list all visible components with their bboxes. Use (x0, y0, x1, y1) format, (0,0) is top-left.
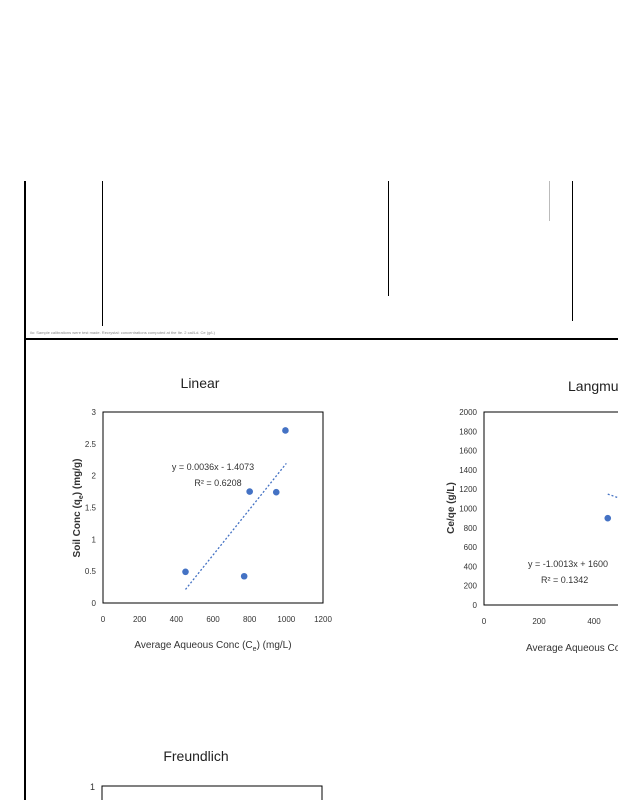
x-tick-label: 400 (587, 617, 601, 626)
y-axis-label: Ce/qe (g/L) (446, 482, 457, 534)
plot-area (102, 411, 324, 604)
header-caption: ilo: Sample calibrations were test made.… (30, 330, 215, 335)
freundlich-chart: Freundlich 1 (90, 748, 323, 800)
chart-title: Freundlich (163, 748, 228, 764)
chart-title: Langmuir (568, 378, 618, 394)
data-points (182, 427, 289, 580)
trend-r2: R² = 0.1342 (541, 575, 588, 585)
x-axis-label: Average Aqueous Conc (526, 643, 618, 654)
data-point (272, 488, 280, 496)
data-point (240, 572, 248, 580)
chart-title: Linear (181, 375, 220, 391)
y-tick-label: 2000 (459, 408, 477, 417)
x-tick-label: 400 (170, 615, 184, 624)
section-divider (24, 338, 618, 340)
plot-area (483, 411, 618, 606)
column-divider-3 (549, 181, 550, 221)
data-point (282, 427, 289, 434)
page-left-border (24, 181, 26, 800)
y-tick-label: 800 (464, 524, 478, 533)
y-tick-label: 3 (92, 408, 97, 417)
y-tick-labels: 0 0.5 1 1.5 2 2.5 3 (85, 408, 97, 608)
column-divider-2 (388, 181, 389, 296)
x-tick-label: 600 (206, 615, 220, 624)
x-tick-label: 1000 (277, 615, 295, 624)
x-axis-label: Average Aqueous Conc (Ce) (mg/L) (134, 640, 291, 653)
y-tick-label: 2.5 (85, 440, 97, 449)
x-tick-label: 0 (482, 617, 487, 626)
data-point (246, 488, 253, 495)
langmuir-chart: Langmuir 0 200 400 600 800 1000 1200 1400 1600 18… (446, 378, 618, 654)
y-tick-label: 1400 (459, 466, 477, 475)
trend-r2: R² = 0.6208 (194, 478, 241, 488)
column-divider-1 (102, 181, 103, 326)
y-tick-label: 0.5 (85, 567, 97, 576)
y-tick-label: 1.5 (85, 504, 97, 513)
x-tick-label: 200 (133, 615, 147, 624)
y-tick-label: 600 (464, 543, 478, 552)
data-point (604, 514, 612, 522)
x-tick-label: 200 (532, 617, 546, 626)
trend-equation: y = -1.0013x + 1600 (528, 559, 608, 569)
y-tick-label: 0 (473, 601, 478, 610)
y-tick-label: 1200 (459, 485, 477, 494)
trend-equation: y = 0.0036x - 1.4073 (172, 462, 254, 472)
linear-chart: Linear 0 0.5 1 1.5 2 2.5 3 0 200 400 600 800 1000 12… (72, 375, 333, 653)
y-tick-label: 1800 (459, 427, 477, 436)
trendline (184, 462, 287, 590)
y-tick-label: 1000 (459, 505, 477, 514)
plot-area (101, 785, 323, 800)
y-tick-label: 2 (92, 472, 97, 481)
y-tick-label: 1 (92, 535, 97, 544)
y-tick-label: 1 (90, 782, 95, 792)
column-divider-4 (572, 181, 573, 321)
y-tick-label: 400 (464, 562, 478, 571)
y-tick-labels: 0 200 400 600 800 1000 1200 1400 1600 1800 2000 (459, 408, 477, 610)
x-tick-labels: 0 200 400 600 800 1000 1200 (101, 615, 333, 624)
y-tick-label: 0 (92, 599, 97, 608)
data-points (604, 514, 612, 522)
y-tick-label: 1600 (459, 447, 477, 456)
x-tick-label: 800 (243, 615, 257, 624)
x-tick-label: 1200 (314, 615, 332, 624)
y-tick-label: 200 (464, 582, 478, 591)
data-point (182, 568, 189, 576)
y-axis-label: Soil Conc (qe) (mg/g) (72, 459, 85, 558)
x-tick-label: 0 (101, 615, 106, 624)
